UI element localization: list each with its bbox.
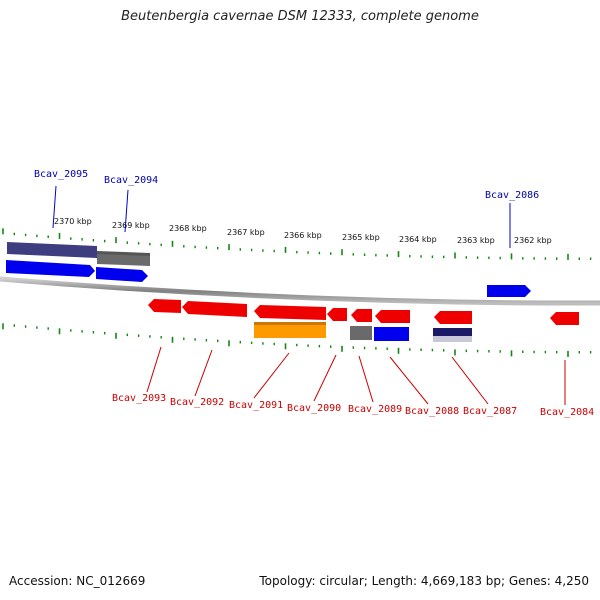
- gene-bar-gray-small[interactable]: [350, 326, 372, 340]
- scale-tick-label: 2365 kbp: [342, 233, 380, 242]
- lower-scale-ticks: [2, 323, 592, 357]
- gene-arrow-bcav-2087[interactable]: [434, 311, 472, 324]
- scale-tick-label: 2368 kbp: [169, 224, 207, 233]
- gene-label-bcav-2092[interactable]: Bcav_2092: [170, 397, 224, 408]
- gene-label-bcav-2094[interactable]: Bcav_2094: [104, 175, 158, 186]
- gene-label-bcav-2095[interactable]: Bcav_2095: [34, 169, 88, 180]
- gene-bar-navy[interactable]: [433, 328, 472, 336]
- gene-label-bcav-2091[interactable]: Bcav_2091: [229, 400, 283, 411]
- gene-arrow-bcav-2094[interactable]: [96, 267, 148, 282]
- dna-backbone: [0, 276, 600, 306]
- gene-label-bcav-2088[interactable]: Bcav_2088: [405, 406, 459, 417]
- gene-arrow-bcav-2093[interactable]: [148, 299, 181, 313]
- leader-line-bcav-2094: [124, 189, 129, 233]
- gene-arrow-bcav-2089[interactable]: [351, 309, 372, 322]
- leader-line-bcav-2089: [358, 355, 374, 403]
- leader-line-bcav-2092: [194, 349, 213, 397]
- reverse-strand-genes: [148, 299, 579, 342]
- gene-label-bcav-2093[interactable]: Bcav_2093: [112, 393, 166, 404]
- gene-arrow-bcav-2095[interactable]: [6, 260, 95, 277]
- gene-bar-orange[interactable]: [254, 322, 326, 338]
- leader-line-bcav-2090: [313, 354, 337, 402]
- scale-tick-label: 2370 kbp: [54, 217, 92, 226]
- gene-bar-orange-top: [254, 322, 326, 325]
- gene-bar-navy-light: [433, 336, 472, 342]
- gene-arrow-bcav-2086[interactable]: [487, 285, 531, 297]
- label-leader-lines: [52, 185, 566, 405]
- scale-tick-label: 2362 kbp: [514, 236, 552, 245]
- genome-title: Beutenbergia cavernae DSM 12333, complet…: [121, 9, 479, 24]
- leader-line-bcav-2093: [146, 346, 162, 393]
- scale-tick-label: 2363 kbp: [457, 236, 495, 245]
- gene-label-bcav-2089[interactable]: Bcav_2089: [348, 404, 402, 415]
- scale-labels: 2370 kbp 2369 kbp 2368 kbp 2367 kbp 2366…: [54, 217, 552, 245]
- gene-label-bcav-2086[interactable]: Bcav_2086: [485, 190, 539, 201]
- leader-line-bcav-2095: [52, 185, 57, 229]
- gene-label-bcav-2084[interactable]: Bcav_2084: [540, 407, 594, 418]
- gene-arrow-bcav-2084[interactable]: [550, 312, 579, 325]
- gene-bar-bcav-2095[interactable]: [7, 242, 97, 258]
- gene-arrow-bcav-2088[interactable]: [375, 310, 410, 323]
- leader-line-bcav-2091: [253, 352, 290, 399]
- leader-line-bcav-2087: [451, 356, 489, 405]
- gene-bar-bcav-2094-dark[interactable]: [97, 251, 150, 256]
- scale-tick-label: 2364 kbp: [399, 235, 437, 244]
- accession-text: Accession: NC_012669: [9, 574, 146, 588]
- scale-tick-label: 2367 kbp: [227, 228, 265, 237]
- gene-arrow-bcav-2090[interactable]: [327, 308, 347, 321]
- scale-tick-label: 2366 kbp: [284, 231, 322, 240]
- gene-labels: Bcav_2095 Bcav_2094 Bcav_2086 Bcav_2093 …: [34, 169, 594, 418]
- scale-tick-label: 2369 kbp: [112, 221, 150, 230]
- gene-label-bcav-2090[interactable]: Bcav_2090: [287, 403, 341, 414]
- forward-strand-genes: [6, 242, 531, 297]
- gene-arrow-bcav-2091[interactable]: [254, 305, 326, 320]
- leader-line-bcav-2088: [389, 356, 429, 405]
- upper-scale-ticks: [2, 228, 592, 260]
- gene-label-bcav-2087[interactable]: Bcav_2087: [463, 406, 517, 417]
- genome-summary-text: Topology: circular; Length: 4,669,183 bp…: [259, 574, 589, 588]
- gene-arrow-bcav-2092[interactable]: [182, 301, 247, 317]
- gene-bar-blue-small[interactable]: [374, 327, 409, 341]
